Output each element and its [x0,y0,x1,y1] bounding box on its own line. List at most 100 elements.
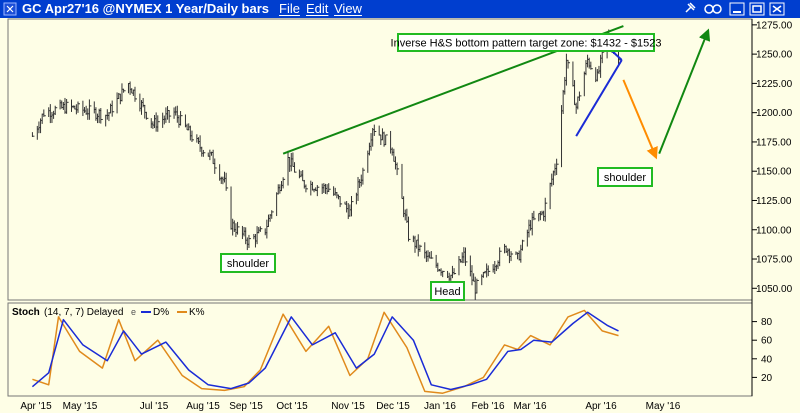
price-bar [108,112,111,122]
price-bar [248,234,251,248]
price-bar [305,184,308,193]
price-bar [43,109,46,117]
price-bar [407,216,411,242]
price-bar [583,71,587,97]
x-tick-label: May '16 [646,401,681,412]
stoch-y-tick-label: 20 [761,373,773,384]
price-bar [123,88,126,93]
stoch-y-tick-label: 60 [761,336,773,347]
price-bar [533,210,536,221]
x-tick-label: Dec '15 [376,401,410,412]
price-bar [567,60,571,69]
price-bar [157,115,160,132]
left-shoulder-label: shoulder [220,253,276,273]
price-bar [168,110,172,123]
price-bar [259,226,263,232]
price-bar [453,268,457,275]
price-bar [574,80,577,106]
price-bar [565,53,569,86]
link-icon[interactable] [704,4,722,14]
price-bar [385,134,388,145]
pin-icon[interactable] [685,2,696,13]
menu-view[interactable]: View [334,1,362,16]
left-shoulder-label-frame [220,253,276,273]
price-bar [549,182,553,210]
stoch-params: (14, 7, 7) Delayed [44,307,124,318]
x-tick-label: Jul '15 [140,401,169,412]
price-bar [561,105,564,168]
price-bar [419,244,422,252]
price-y-tick-label: 1200.00 [756,108,793,119]
price-bar [180,111,183,126]
x-tick-label: May '15 [63,401,98,412]
d-legend-label: D% [153,307,169,318]
price-bar [476,278,479,294]
price-y-tick-label: 1100.00 [756,225,792,236]
price-bar [373,124,377,136]
price-bar [521,239,525,251]
price-bar [401,163,404,200]
blue-triangle-lower [575,59,623,137]
price-bar [578,91,582,101]
price-bar [396,162,400,176]
price-bar [237,221,240,235]
price-y-tick-label: 1075.00 [756,255,793,266]
price-bar [351,195,354,217]
price-bar [601,51,605,64]
price-bar [316,185,320,197]
price-bar [378,125,382,136]
price-bar [276,192,279,217]
menu-edit[interactable]: Edit [306,1,329,16]
price-bars [31,29,621,300]
x-tick-label: Feb '16 [471,401,504,412]
x-tick-label: Aug '15 [186,401,220,412]
price-bar [362,167,365,185]
head-label-text: Head [434,286,460,298]
price-bar [202,149,206,157]
price-y-tick-label: 1275.00 [756,20,793,31]
price-bar [339,196,343,208]
price-bar [487,265,491,277]
price-bar [458,256,461,276]
price-panel [7,18,753,301]
price-bar [214,158,217,174]
window-title: GC Apr27'16 @NYMEX 1 Year/Daily bars [22,1,269,16]
title-bar: GC Apr27'16 @NYMEX 1 Year/Daily bars Fil… [0,0,800,18]
stoch-edit-marker: e [131,307,136,317]
price-bar [590,61,593,70]
price-bar [225,172,229,191]
price-y-tick-label: 1050.00 [756,284,793,295]
price-bar [54,105,58,115]
price-bar [464,247,468,266]
price-bar [442,270,445,278]
green-up-arrow [658,28,711,155]
head-label: Head [430,281,465,301]
x-tick-label: Jan '16 [424,401,456,412]
price-y-tick-label: 1250.00 [756,50,793,61]
price-bar [302,170,305,182]
stoch-title: Stoch [12,307,40,318]
price-bar [100,108,103,124]
x-tick-label: Oct '15 [276,401,308,412]
price-bar [191,130,194,142]
price-bar [499,247,502,267]
k-percent-line [32,309,619,394]
price-bar [328,183,331,193]
menu-file[interactable]: File [279,1,300,16]
x-tick-label: Apr '16 [585,401,617,412]
price-bar [271,210,274,219]
maximize-icon[interactable] [749,2,765,16]
price-bar [111,100,115,117]
app-menu-icon[interactable] [3,2,17,16]
right-shoulder-label-frame [597,167,653,187]
price-bar [145,111,149,120]
price-bar [31,132,35,138]
price-bar [282,177,286,189]
price-bar [66,99,69,114]
minimize-icon[interactable] [729,2,745,16]
close-icon[interactable] [769,2,785,16]
target-box-text: Inverse H&S bottom pattern target zone: … [391,38,662,50]
price-y-tick-label: 1175.00 [756,137,792,148]
